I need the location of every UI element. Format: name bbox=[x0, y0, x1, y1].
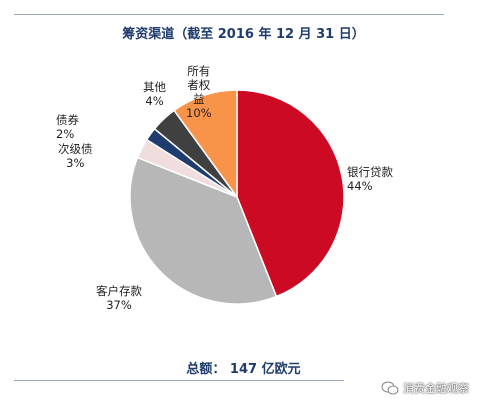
label-other: 其他 4% bbox=[143, 80, 166, 108]
label-bonds-pct: 2% bbox=[56, 127, 75, 141]
label-other-pct: 4% bbox=[145, 94, 164, 108]
label-bank-loans-pct: 44% bbox=[347, 179, 373, 193]
label-equity-name-2: 者权 bbox=[187, 78, 211, 92]
top-divider bbox=[14, 14, 444, 15]
wechat-icon bbox=[381, 381, 399, 395]
slice-customer-deposits bbox=[129, 156, 278, 305]
label-customer-deposits-name: 客户存款 bbox=[96, 284, 142, 298]
label-equity-name-3: 益 bbox=[193, 92, 205, 106]
label-other-name: 其他 bbox=[143, 80, 166, 94]
label-equity-pct: 10% bbox=[186, 106, 212, 120]
label-bank-loans-name: 银行贷款 bbox=[347, 165, 393, 179]
total-amount: 总额： 147 亿欧元 bbox=[186, 362, 301, 377]
label-equity: 所有 者权 益 10% bbox=[186, 64, 212, 120]
label-subordinated-debt-pct: 3% bbox=[66, 156, 85, 170]
slice-bank-loans bbox=[236, 89, 345, 298]
chart-title: 筹资渠道（截至 2016 年 12 月 31 日） bbox=[122, 27, 365, 42]
label-subordinated-debt: 次级债 3% bbox=[58, 142, 93, 170]
bottom-divider bbox=[14, 380, 344, 381]
slice-equity bbox=[173, 89, 238, 200]
label-customer-deposits: 客户存款 37% bbox=[96, 284, 142, 312]
label-subordinated-debt-name: 次级债 bbox=[58, 142, 93, 156]
label-bonds: 债券 2% bbox=[56, 113, 79, 141]
label-bank-loans: 银行贷款 44% bbox=[347, 165, 393, 193]
label-bonds-name: 债券 bbox=[56, 113, 79, 127]
label-equity-name-1: 所有 bbox=[187, 64, 211, 78]
label-customer-deposits-pct: 37% bbox=[106, 298, 132, 312]
watermark: 消费金融观察 bbox=[381, 378, 469, 398]
pie-slices bbox=[129, 89, 345, 305]
watermark-text: 消费金融观察 bbox=[403, 382, 469, 395]
